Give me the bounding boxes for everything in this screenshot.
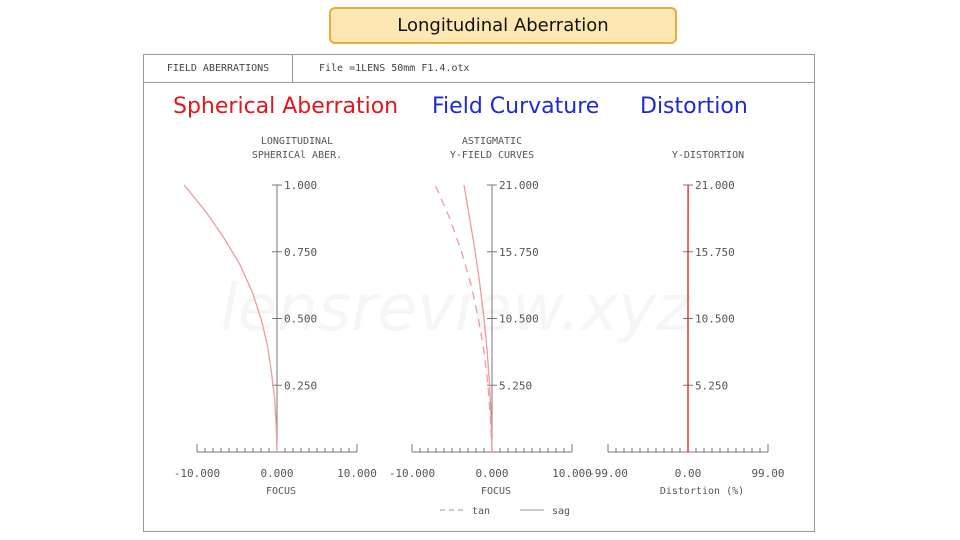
distortion-chart-title-line: Y-DISTORTION [672,150,744,161]
spherical-series-curve [183,184,278,453]
distortion-y-tick-label: 10.500 [695,313,735,326]
panel-header-file: File =1LENS 50mm F1.4.otx [319,63,470,74]
field-y-tick-label: 21.000 [499,179,539,192]
spherical-x-axis-label: FOCUS [266,486,296,497]
distortion-x-tick-label: 0.00 [675,467,702,480]
distortion-y-tick-label: 21.000 [695,179,735,192]
distortion-chart: Y-DISTORTION 5.250 10.500 15.750 21.000 -99.0… [588,150,784,497]
field-x-axis-label: FOCUS [481,486,511,497]
distortion-y-tick-label: 5.250 [695,379,728,392]
field-y-tick-label: 10.500 [499,313,539,326]
field-legend: tan sag [440,506,570,517]
spherical-chart: LONGITUDINAL SPHERICAl ABER. 0.250 0.500 0.7… [174,136,377,497]
legend-label-tan: tan [472,506,490,517]
spherical-x-tick-label: -10.000 [174,467,220,480]
field-y-tick-label: 5.250 [499,379,532,392]
field-chart-title-line: Y-FIELD CURVES [450,150,534,161]
spherical-y-tick-label: 1.000 [284,179,317,192]
field-chart-title-line: ASTIGMATIC [462,136,522,147]
field-series-tan [434,184,493,453]
distortion-x-tick-label: -99.00 [588,467,628,480]
distortion-x-axis-label: Distortion (%) [660,486,744,497]
spherical-chart-title-line: SPHERICAl ABER. [252,150,342,161]
watermark: lensreview.xyz [220,272,691,346]
spherical-aberration-title: Spherical Aberration [173,94,399,119]
slide-title: Longitudinal Aberration [329,7,677,44]
distortion-y-tick-label: 15.750 [695,246,735,259]
spherical-x-tick-label: 10.000 [337,467,377,480]
panel-header: FIELD ABERRATIONS File =1LENS 50mm F1.4.… [144,55,814,83]
spherical-chart-title-line: LONGITUDINAL [261,136,333,147]
distortion-x-tick-label: 99.00 [751,467,784,480]
field-x-tick-label: 10.000 [552,467,592,480]
spherical-y-tick-label: 0.750 [284,246,317,259]
field-curvature-title: Field Curvature [432,94,600,119]
spherical-y-tick-label: 0.500 [284,313,317,326]
legend-label-sag: sag [552,506,570,517]
field-x-tick-label: -10.000 [389,467,435,480]
field-chart: ASTIGMATIC Y-FIELD CURVES 5.250 10.500 15.75… [389,136,592,517]
spherical-y-tick-label: 0.250 [284,379,317,392]
field-y-tick-label: 15.750 [499,246,539,259]
panel-header-label: FIELD ABERRATIONS [144,55,293,82]
distortion-title: Distortion [640,94,748,119]
field-series-sag [463,184,493,453]
field-x-tick-label: 0.000 [475,467,508,480]
spherical-x-tick-label: 0.000 [260,467,293,480]
